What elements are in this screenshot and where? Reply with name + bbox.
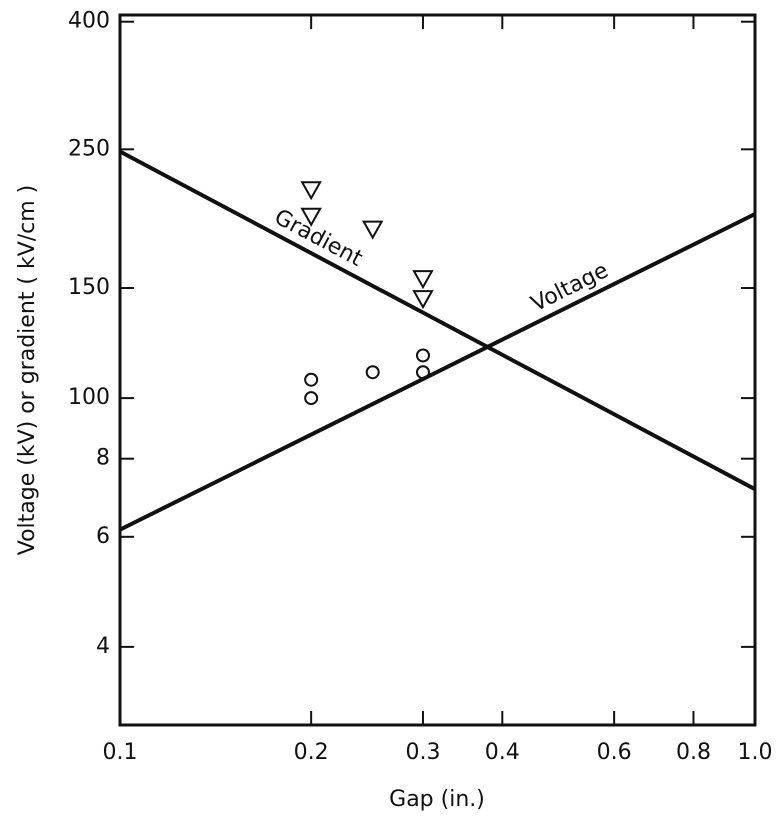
x-tick-label: 0.4 <box>485 740 520 765</box>
y-axis-title: Voltage (kV) or gradient ( kV/cm ) <box>15 185 40 556</box>
x-tick-label: 0.2 <box>294 740 329 765</box>
line-label: Voltage <box>527 258 612 317</box>
y-tick-label: 6 <box>96 524 110 549</box>
data-line <box>119 212 756 532</box>
circle-marker <box>365 365 380 380</box>
y-tick-label: 8 <box>96 446 110 471</box>
triangle-marker <box>412 270 434 290</box>
x-tick-label: 0.1 <box>103 740 138 765</box>
circle-marker <box>304 372 319 387</box>
x-tick-label: 0.3 <box>405 740 440 765</box>
triangle-marker <box>300 207 322 227</box>
triangle-marker <box>412 290 434 310</box>
circle-marker <box>304 391 319 406</box>
circle-marker <box>415 365 430 380</box>
y-tick-label: 400 <box>68 9 110 34</box>
x-tick-label: 0.8 <box>676 740 711 765</box>
triangle-marker <box>361 220 384 240</box>
circle-marker <box>415 348 430 363</box>
y-tick-label: 250 <box>68 136 110 161</box>
y-tick-label: 4 <box>96 634 110 659</box>
x-axis-title: Gap (in.) <box>389 787 485 812</box>
triangle-marker <box>300 181 322 201</box>
data-line <box>119 149 756 491</box>
x-tick-label: 0.6 <box>597 740 632 765</box>
y-tick-label: 100 <box>68 385 110 410</box>
plot-frame <box>118 13 757 727</box>
y-tick-label: 150 <box>68 275 110 300</box>
x-tick-label: 1.0 <box>738 740 773 765</box>
